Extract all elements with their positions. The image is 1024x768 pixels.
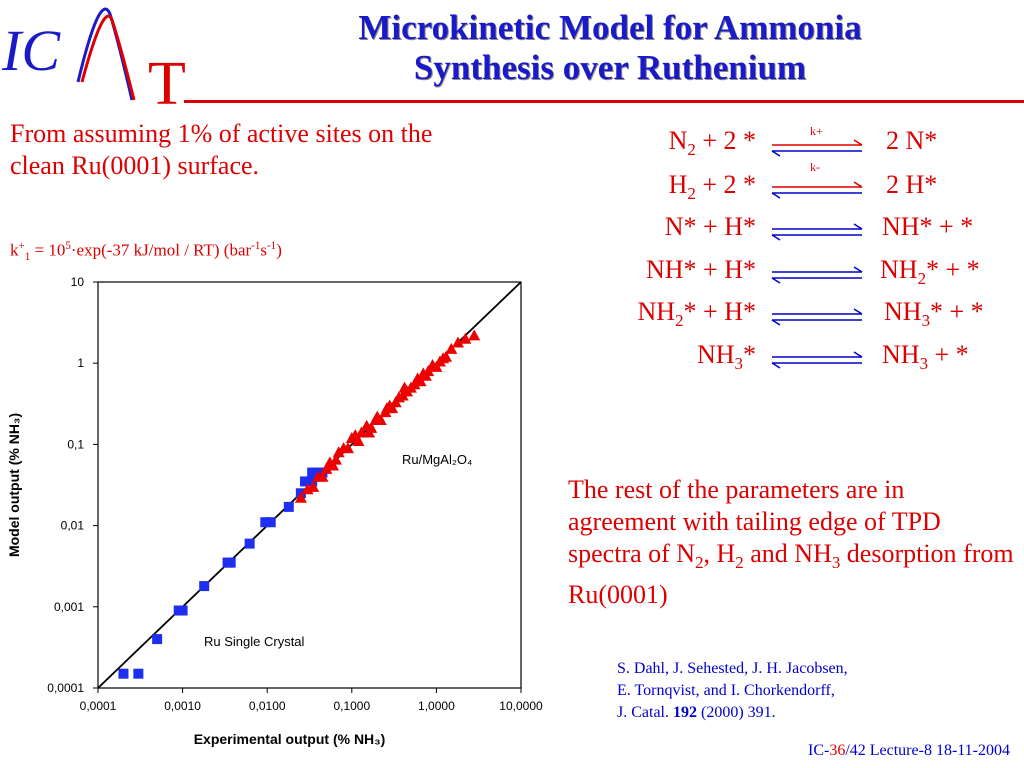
annotation-ru-single-crystal: Ru Single Crystal — [204, 634, 305, 649]
data-point-square — [244, 538, 255, 549]
data-point-square — [307, 476, 318, 487]
y-tick-label: 10 — [71, 275, 85, 289]
x-tick-label: 0,0001 — [80, 699, 117, 713]
data-point-triangle — [451, 336, 464, 348]
data-point-triangle — [419, 369, 432, 381]
plot-frame — [97, 281, 522, 689]
x-axis-title: Experimental output (% NH₃) — [194, 731, 386, 747]
data-point-triangle — [459, 332, 472, 344]
parity-chart: 0,0001 0,0001 0,0010 0,001 0,0100 0,01 0,1000 0… — [0, 270, 560, 765]
reaction-6-left: NH3* — [696, 340, 756, 374]
y-tick-label: 0,001 — [54, 600, 84, 614]
reference-line-2: E. Tornqvist, and I. Chorkendorff, — [617, 682, 835, 699]
data-point-triangle — [320, 462, 333, 474]
data-point-square — [307, 467, 318, 478]
x-tick-label: 0,1000 — [333, 699, 370, 713]
y-tick-label: 1 — [77, 356, 84, 370]
forward-arrow — [772, 351, 863, 358]
reference-line-3: J. Catal. 192 (2000) 391. — [617, 704, 776, 721]
k-minus-label: k- — [810, 160, 820, 174]
forward-arrow — [772, 139, 863, 146]
logo: IC T — [0, 0, 260, 118]
x-tick-label: 0,0010 — [164, 699, 201, 713]
reaction-2-left: H2 + 2 * — [668, 170, 756, 204]
slide-title: Microkinetic Model for Ammonia Synthesis… — [250, 8, 970, 88]
reaction-6-right: NH3 + * — [882, 340, 969, 374]
data-point-square — [152, 634, 163, 645]
reaction-5-right: NH3* + * — [884, 297, 984, 331]
data-point-triangle — [374, 413, 387, 425]
reaction-2-right: 2 H* — [886, 170, 938, 199]
y-tick-label: 0,0001 — [47, 681, 84, 695]
reverse-arrow — [771, 319, 862, 326]
reference-line-1: S. Dahl, J. Sehested, J. H. Jacobsen, — [617, 660, 848, 677]
y-tick-label: 0,1 — [67, 437, 84, 451]
reverse-arrow — [771, 277, 862, 284]
parameters-paragraph: The rest of the parameters are in agreem… — [568, 475, 1014, 610]
rate-formula: k+1 = 105·exp(-37 kJ/mol / RT) (bar-1s-1… — [10, 240, 282, 264]
title-line-1: Microkinetic Model for Ammonia — [358, 8, 862, 47]
annotation-ru-mgal2o4: Ru/MgAl₂O₄ — [402, 452, 472, 467]
data-point-triangle — [380, 402, 393, 414]
logo-peak-curve — [76, 7, 134, 101]
chart-svg: 0,0001 0,0001 0,0010 0,001 0,0100 0,01 0,1000 0… — [6, 275, 543, 747]
data-point-triangle — [307, 480, 320, 492]
data-point-square — [260, 517, 271, 528]
reaction-5-left: NH2* + H* — [637, 297, 756, 331]
reverse-arrow — [771, 362, 862, 369]
data-point-triangle — [316, 470, 329, 482]
k-plus-label: k+ — [810, 124, 823, 138]
data-point-triangle — [294, 491, 307, 503]
data-point-triangle — [363, 426, 376, 438]
slide-footer: IC-36/42 Lecture-8 18-11-2004 — [807, 742, 1010, 759]
intro-text: From assuming 1% of active sites on the … — [10, 119, 433, 180]
title-line-2: Synthesis over Ruthenium — [413, 48, 807, 87]
forward-arrow — [772, 181, 863, 188]
data-point-triangle — [408, 378, 421, 390]
x-tick-label: 1,0000 — [418, 699, 455, 713]
logo-ic-text: IC — [1, 18, 61, 83]
data-point-square — [283, 501, 294, 512]
reverse-arrow — [771, 192, 862, 199]
data-point-square — [265, 517, 276, 528]
data-point-triangle — [355, 426, 368, 438]
reaction-1-right: 2 N* — [886, 126, 938, 155]
logo-t-text: T — [148, 50, 186, 108]
reaction-1-left: N2 + 2 * — [668, 126, 756, 160]
reverse-arrow — [771, 150, 862, 157]
data-point-square — [225, 557, 236, 568]
forward-arrow — [772, 308, 863, 315]
logo-peak-curve-red — [80, 14, 136, 101]
title-rule — [184, 100, 1024, 103]
data-point-square — [133, 668, 144, 679]
reaction-3-left: N* + H* — [664, 212, 756, 241]
reaction-3-right: NH* + * — [882, 212, 974, 241]
data-point-triangle — [329, 453, 342, 465]
data-point-square — [177, 605, 188, 616]
equilibrium-arrows — [771, 139, 863, 369]
data-point-triangle — [352, 435, 365, 447]
data-point-triangle — [398, 381, 411, 393]
forward-arrow — [772, 266, 863, 273]
data-point-square — [118, 668, 129, 679]
y-axis-title: Model output (% NH₃) — [6, 413, 22, 557]
data-point-square — [199, 581, 210, 592]
reference: S. Dahl, J. Sehested, J. H. Jacobsen, E.… — [617, 658, 1017, 724]
forward-arrow — [772, 223, 863, 230]
y-tick-label: 0,01 — [61, 519, 85, 533]
data-point-triangle — [327, 459, 340, 471]
x-tick-label: 0,0100 — [249, 699, 286, 713]
data-point-triangle — [468, 329, 481, 341]
data-point-square — [300, 476, 311, 487]
reaction-4-left: NH* + H* — [646, 255, 756, 284]
reverse-arrow — [771, 234, 862, 241]
x-tick-label: 10,0000 — [499, 699, 543, 713]
data-point-triangle — [445, 342, 458, 354]
data-point-triangle — [341, 442, 354, 454]
reaction-4-right: NH2* + * — [880, 255, 980, 289]
data-point-triangle — [437, 352, 450, 364]
